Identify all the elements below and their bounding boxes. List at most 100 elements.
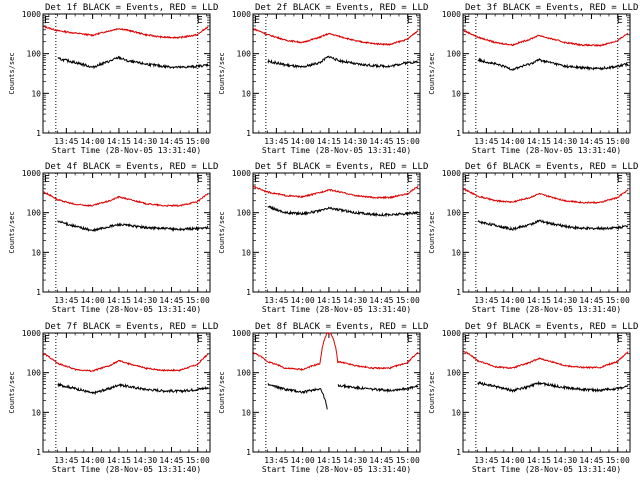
flag-marker: E <box>407 15 413 26</box>
chart-panel-7: Det 7f BLACK = Events, RED = LLD 1 10 100 10… <box>8 322 218 474</box>
y-tick-label: 100 <box>237 209 252 218</box>
flag-marker: E <box>44 174 50 185</box>
x-tick-label: 15:00 <box>186 137 210 146</box>
flag-marker: E <box>197 15 203 26</box>
flag-marker: E <box>407 174 413 185</box>
plot-frame <box>462 172 631 293</box>
x-tick-label: 14:45 <box>579 296 603 305</box>
series-line-lld <box>253 185 419 200</box>
y-tick-label: 1000 <box>442 169 461 178</box>
series-line-events <box>267 205 419 218</box>
plot-frame <box>252 172 421 293</box>
series-line-events <box>477 57 629 71</box>
series-line-events <box>57 220 209 233</box>
flag-marker: E <box>464 174 470 185</box>
x-tick-label: 14:00 <box>81 456 105 465</box>
flag-marker: E <box>407 334 413 345</box>
y-tick-label: 10 <box>241 89 251 98</box>
series-line-events <box>477 380 629 393</box>
chart-panel-1: Det 1f BLACK = Events, RED = LLD 1 10 100 10… <box>8 3 218 155</box>
x-axis-label: Start Time (28-Nov-05 13:31:40) <box>52 146 201 155</box>
flag-marker: E <box>197 174 203 185</box>
y-tick-label: 10 <box>31 408 41 417</box>
x-tick-label: 14:15 <box>317 456 341 465</box>
x-tick-label: 14:15 <box>527 296 551 305</box>
x-tick-label: 14:00 <box>291 456 315 465</box>
y-tick-label: 1 <box>36 448 41 457</box>
series-line-events <box>57 55 209 70</box>
y-tick-label: 1 <box>456 288 461 297</box>
y-tick-label: 1 <box>246 288 251 297</box>
x-tick-label: 14:15 <box>107 296 131 305</box>
chart-title: Det 2f BLACK = Events, RED = LLD <box>255 3 428 13</box>
x-tick-label: 15:00 <box>396 296 420 305</box>
plot-frame <box>462 13 631 134</box>
y-tick-label: 1 <box>456 129 461 138</box>
x-axis-label: Start Time (28-Nov-05 13:31:40) <box>472 465 621 474</box>
y-tick-label: 1 <box>456 448 461 457</box>
x-tick-label: 14:30 <box>133 456 157 465</box>
x-axis-label: Start Time (28-Nov-05 13:31:40) <box>262 146 411 155</box>
flag-marker: E <box>617 15 623 26</box>
x-tick-label: 15:00 <box>396 456 420 465</box>
series-line-events <box>267 383 419 410</box>
x-tick-label: 13:45 <box>54 137 78 146</box>
series-line-lld <box>463 350 629 370</box>
y-tick-label: 100 <box>447 209 462 218</box>
x-tick-label: 14:30 <box>343 137 367 146</box>
flag-marker: E <box>464 334 470 345</box>
chart-panel-3: Det 3f BLACK = Events, RED = LLD 1 10 100 10… <box>428 3 638 155</box>
x-tick-label: 14:45 <box>369 296 393 305</box>
y-axis-label: Counts/sec <box>428 211 436 253</box>
y-axis-label: Counts/sec <box>218 371 226 413</box>
x-tick-label: 14:30 <box>553 456 577 465</box>
flag-marker: E <box>254 15 260 26</box>
x-tick-label: 14:15 <box>317 296 341 305</box>
y-tick-label: 10 <box>31 89 41 98</box>
flag-marker: E <box>254 334 260 345</box>
chart-title: Det 9f BLACK = Events, RED = LLD <box>465 322 638 332</box>
x-tick-label: 15:00 <box>606 296 630 305</box>
y-tick-label: 100 <box>447 50 462 59</box>
x-tick-label: 13:45 <box>474 456 498 465</box>
y-tick-label: 1000 <box>232 10 251 19</box>
x-tick-label: 15:00 <box>186 296 210 305</box>
x-tick-label: 14:45 <box>159 137 183 146</box>
y-tick-label: 10 <box>451 248 461 257</box>
series-line-lld <box>43 352 209 373</box>
plot-frame <box>42 332 211 453</box>
chart-title: Det 7f BLACK = Events, RED = LLD <box>45 322 218 332</box>
series-line-lld <box>253 28 419 46</box>
x-tick-label: 14:00 <box>501 137 525 146</box>
x-tick-label: 15:00 <box>606 137 630 146</box>
x-axis-label: Start Time (28-Nov-05 13:31:40) <box>52 305 201 314</box>
y-tick-label: 10 <box>241 248 251 257</box>
y-tick-label: 100 <box>447 369 462 378</box>
flag-marker: E <box>464 15 470 26</box>
x-tick-label: 13:45 <box>264 296 288 305</box>
x-tick-label: 13:45 <box>264 456 288 465</box>
y-tick-label: 100 <box>27 209 42 218</box>
y-tick-label: 1 <box>246 129 251 138</box>
y-tick-label: 1000 <box>22 10 41 19</box>
series-line-events <box>57 382 209 396</box>
x-tick-label: 15:00 <box>186 456 210 465</box>
series-line-lld <box>253 332 419 371</box>
chart-title: Det 4f BLACK = Events, RED = LLD <box>45 162 218 172</box>
x-tick-label: 14:15 <box>527 456 551 465</box>
x-tick-label: 13:45 <box>264 137 288 146</box>
y-axis-label: Counts/sec <box>428 52 436 94</box>
x-tick-label: 13:45 <box>54 296 78 305</box>
y-tick-label: 100 <box>27 50 42 59</box>
x-tick-label: 14:30 <box>553 296 577 305</box>
y-tick-label: 1000 <box>442 329 461 338</box>
y-tick-label: 100 <box>27 369 42 378</box>
y-axis-label: Counts/sec <box>218 52 226 94</box>
plot-frame <box>252 332 421 453</box>
x-tick-label: 14:45 <box>159 296 183 305</box>
flag-marker: E <box>254 174 260 185</box>
chart-title: Det 6f BLACK = Events, RED = LLD <box>465 162 638 172</box>
x-axis-label: Start Time (28-Nov-05 13:31:40) <box>472 305 621 314</box>
y-tick-label: 1000 <box>22 169 41 178</box>
